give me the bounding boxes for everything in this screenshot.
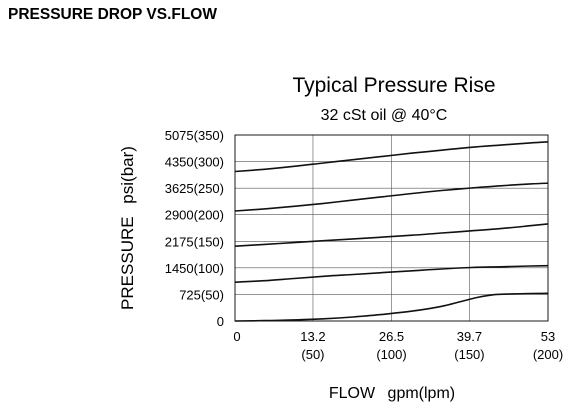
y-tick-label: 725(50): [179, 287, 224, 302]
plot-frame: [234, 134, 549, 322]
y-axis-units: psi(bar): [118, 146, 137, 204]
page-heading: PRESSURE DROP VS.FLOW: [8, 6, 217, 23]
x-tick-sublabel: (200): [533, 347, 563, 362]
x-tick-label: 0: [233, 329, 240, 344]
y-tick-label: 3625(250): [165, 181, 224, 196]
y-tick-label: 1450(100): [165, 261, 224, 276]
chart-subtitle: 32 cSt oil @ 40°C: [321, 107, 448, 124]
x-tick-label: 53: [541, 329, 555, 344]
series-line-5: [234, 292, 549, 322]
x-tick-labels: 0 13.2 (50) 26.5 (100) 39.7 (150) 53 (200): [233, 329, 563, 362]
y-tick-label: 0: [217, 314, 224, 329]
series-line-4: [234, 264, 549, 283]
x-tick-sublabel: (150): [454, 347, 484, 362]
series-lines: [234, 141, 549, 322]
y-tick-label: 4350(300): [165, 155, 224, 170]
chart-title: Typical Pressure Rise: [292, 74, 495, 97]
y-tick-label: 5075(350): [165, 128, 224, 143]
x-tick-label: 13.2: [300, 329, 325, 344]
x-tick-label: 39.7: [457, 329, 482, 344]
y-tick-labels: 0 725(50) 1450(100) 2175(150) 2900(200) 3625(…: [165, 128, 224, 329]
x-tick-label: 26.5: [379, 329, 404, 344]
y-axis-title: PRESSURE psi(bar): [118, 146, 137, 310]
y-tick-label: 2900(200): [165, 208, 224, 223]
grid-lines: [235, 135, 548, 321]
x-axis-units: gpm(lpm): [388, 385, 456, 402]
x-axis-label: FLOW: [329, 385, 376, 402]
x-tick-sublabel: (100): [376, 347, 406, 362]
series-line-1: [234, 141, 549, 173]
x-axis-title: FLOW gpm(lpm): [329, 385, 455, 402]
series-line-3: [234, 223, 549, 247]
series-line-2: [234, 182, 549, 212]
x-tick-sublabel: (50): [301, 347, 324, 362]
y-tick-label: 2175(150): [165, 234, 224, 249]
y-axis-label: PRESSURE: [118, 216, 137, 310]
